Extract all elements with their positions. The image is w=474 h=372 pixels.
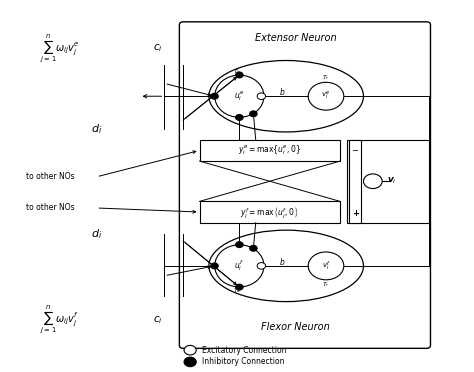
- Circle shape: [257, 263, 265, 269]
- Text: $u_i^f$: $u_i^f$: [235, 259, 244, 273]
- Circle shape: [184, 346, 196, 355]
- Text: $b$: $b$: [279, 86, 286, 97]
- Text: $T_r$: $T_r$: [322, 73, 330, 81]
- Text: $v_i^e$: $v_i^e$: [321, 90, 331, 102]
- Text: Inhibitory Connection: Inhibitory Connection: [202, 357, 284, 366]
- Text: to other NOs: to other NOs: [26, 203, 75, 212]
- Text: $v_i^f$: $v_i^f$: [321, 259, 330, 273]
- Text: Flexor Neuron: Flexor Neuron: [261, 322, 330, 332]
- Bar: [349, 140, 361, 223]
- Circle shape: [364, 174, 382, 189]
- Ellipse shape: [215, 245, 264, 287]
- Circle shape: [184, 357, 196, 367]
- Circle shape: [211, 93, 218, 99]
- Circle shape: [211, 263, 218, 269]
- Text: to other NOs: to other NOs: [26, 172, 75, 181]
- Text: $d_i$: $d_i$: [91, 227, 102, 241]
- Text: $T_a$: $T_a$: [233, 286, 241, 295]
- Text: +: +: [352, 209, 359, 218]
- Circle shape: [250, 111, 257, 117]
- Bar: [200, 201, 340, 223]
- Text: $d_i$: $d_i$: [91, 122, 102, 136]
- Text: Excitatory Connection: Excitatory Connection: [202, 346, 286, 355]
- Ellipse shape: [209, 230, 364, 302]
- FancyBboxPatch shape: [179, 22, 430, 348]
- Bar: [200, 140, 340, 161]
- Circle shape: [250, 246, 257, 251]
- Text: $b$: $b$: [279, 256, 286, 267]
- Circle shape: [236, 115, 243, 121]
- Text: $T_r$: $T_r$: [322, 280, 330, 289]
- Circle shape: [308, 252, 344, 280]
- Text: $\boldsymbol{v}_i$: $\boldsymbol{v}_i$: [387, 176, 397, 186]
- Text: $\sum_{j=1}^{n}\omega_{ij}v_j^e$: $\sum_{j=1}^{n}\omega_{ij}v_j^e$: [40, 33, 80, 65]
- Text: $y_i^e = \mathrm{max}\left\{u_i^e,0\right\}$: $y_i^e = \mathrm{max}\left\{u_i^e,0\righ…: [238, 144, 301, 157]
- Circle shape: [236, 72, 243, 78]
- Text: $-$: $-$: [351, 144, 359, 154]
- Text: $T_a$: $T_a$: [233, 67, 241, 76]
- Ellipse shape: [209, 61, 364, 132]
- Circle shape: [257, 93, 265, 100]
- Ellipse shape: [215, 75, 264, 117]
- Circle shape: [236, 284, 243, 290]
- Text: $y_i^f = \mathrm{max}\left\{u_i^f,0\right\}$: $y_i^f = \mathrm{max}\left\{u_i^f,0\righ…: [240, 205, 300, 219]
- Text: Extensor Neuron: Extensor Neuron: [255, 33, 337, 42]
- Bar: [347, 140, 429, 223]
- Circle shape: [308, 82, 344, 110]
- Text: $c_i$: $c_i$: [153, 314, 163, 326]
- Text: $c_i$: $c_i$: [153, 43, 163, 54]
- Text: $u_i^e$: $u_i^e$: [234, 90, 245, 103]
- Text: $\sum_{j=1}^{n}\omega_{ij}v_j^f$: $\sum_{j=1}^{n}\omega_{ij}v_j^f$: [40, 304, 79, 336]
- Circle shape: [236, 242, 243, 247]
